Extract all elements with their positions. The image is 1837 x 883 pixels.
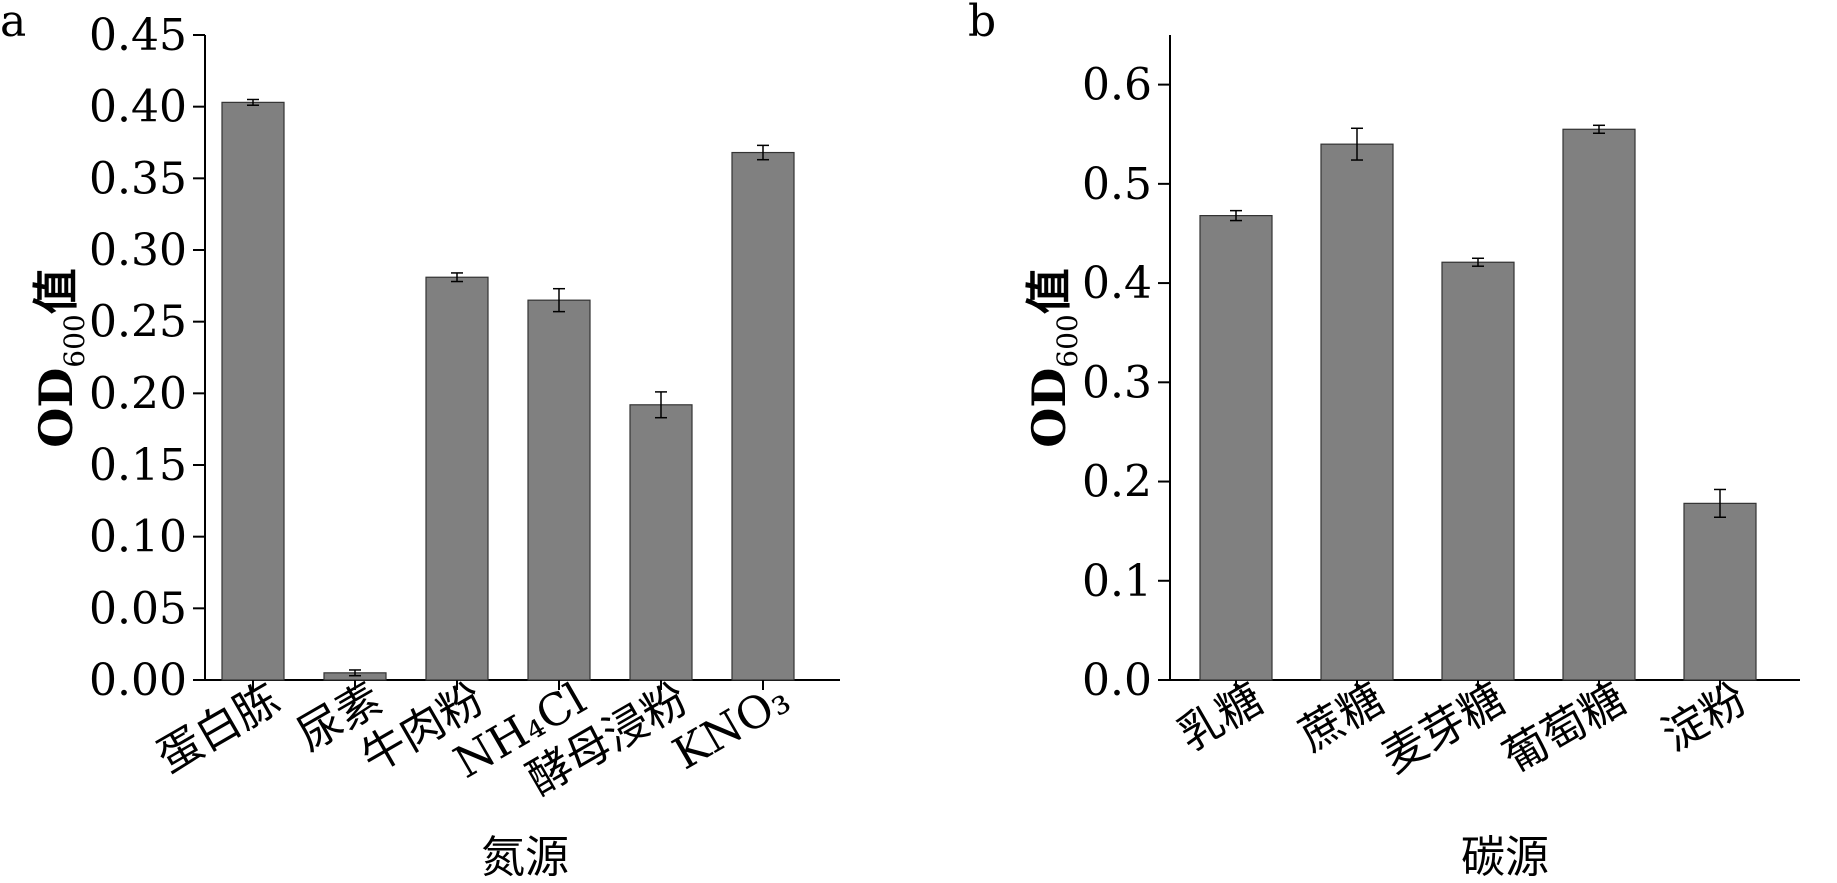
ytick-label: 0.15 xyxy=(89,440,187,491)
ytick-label: 0.2 xyxy=(1082,457,1152,508)
ytick-label: 0.4 xyxy=(1082,258,1152,309)
ytick-label: 0.45 xyxy=(89,10,187,61)
bar xyxy=(221,101,285,681)
panel-a-ylabel: OD600值 xyxy=(29,268,91,447)
ytick-label: 0.35 xyxy=(89,153,187,204)
panel-b-ylabel-suffix: 值 xyxy=(1022,268,1076,314)
bar xyxy=(527,299,591,681)
bar xyxy=(1441,261,1515,681)
category-label: 葡萄糖 xyxy=(1495,673,1635,783)
panel-a-ylabel-main: OD xyxy=(29,368,83,448)
panel-b-letter: b xyxy=(968,0,996,47)
ytick-label: 0.05 xyxy=(89,583,187,634)
ytick-label: 0.25 xyxy=(89,297,187,348)
panel-a-bars xyxy=(221,98,795,690)
ytick-label: 0.5 xyxy=(1082,159,1152,210)
ytick-label: 0.10 xyxy=(89,512,187,563)
bar xyxy=(731,151,795,681)
panel-b-bars xyxy=(1199,124,1757,690)
panel-b-ylabel: OD600值 xyxy=(1022,268,1084,447)
ytick-label: 0.3 xyxy=(1082,357,1152,408)
panel-b-ylabel-main: OD xyxy=(1022,368,1076,448)
ytick-label: 0.0 xyxy=(1082,655,1152,706)
ytick-label: 0.40 xyxy=(89,82,187,133)
bar xyxy=(629,404,693,681)
panel-a-yticks: 0.00 0.05 0.10 0.15 0.20 0.25 0.30 0.35 0.40 0.45 xyxy=(89,10,205,706)
panel-b-yticks: 0.0 0.1 0.2 0.3 0.4 0.5 0.6 xyxy=(1082,60,1170,706)
ytick-label: 0.1 xyxy=(1082,556,1152,607)
category-label: 乳糖 xyxy=(1170,673,1272,761)
bar xyxy=(1683,502,1757,681)
bar xyxy=(1320,143,1394,681)
panel-a-ylabel-suffix: 值 xyxy=(29,268,83,314)
bar xyxy=(1199,215,1273,681)
category-label: 淀粉 xyxy=(1654,673,1756,761)
panel-a-ylabel-sub: 600 xyxy=(58,314,91,367)
bar xyxy=(425,276,489,681)
ytick-label: 0.00 xyxy=(89,655,187,706)
panel-a-xlabel: 氮源 xyxy=(481,832,569,883)
panel-b-ylabel-sub: 600 xyxy=(1051,314,1084,367)
ytick-label: 0.30 xyxy=(89,225,187,276)
category-label: 麦芽糖 xyxy=(1374,673,1514,783)
bar xyxy=(1562,128,1636,681)
ytick-label: 0.20 xyxy=(89,368,187,419)
category-label: 蔗糖 xyxy=(1291,673,1393,761)
panel-b-xlabel: 碳源 xyxy=(1461,832,1549,883)
panel-a: a 0.000.050.100.150.200.250.300.350.400.… xyxy=(0,0,840,883)
ytick-label: 0.6 xyxy=(1082,60,1152,111)
panel-a-letter: a xyxy=(0,0,26,47)
category-label: KNO₃ xyxy=(665,673,799,780)
